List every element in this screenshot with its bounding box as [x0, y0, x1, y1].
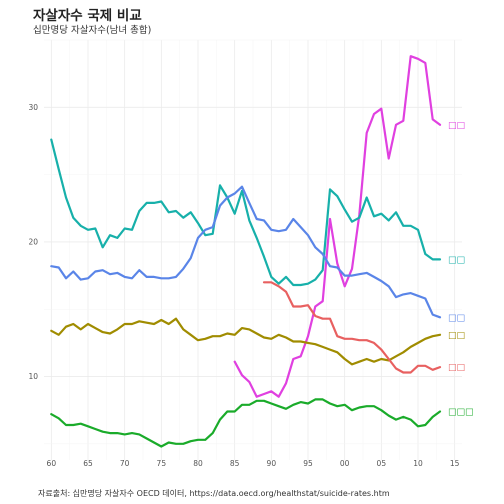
series-line-1	[233, 55, 442, 398]
series-line-4	[50, 317, 442, 366]
x-tick-label: 95	[303, 459, 313, 468]
series-end-label-2: □□	[448, 255, 465, 265]
series-end-label-1: □□	[448, 121, 465, 131]
x-tick-label: 70	[120, 459, 130, 468]
x-tick-label: 85	[230, 459, 240, 468]
chart-title: 자살자수 국제 비교	[33, 8, 142, 24]
y-tick-label: 30	[28, 103, 38, 112]
x-tick-label: 65	[83, 459, 93, 468]
series-line-6	[50, 398, 442, 448]
grid-lines	[44, 39, 462, 460]
series-end-label-5: □□	[448, 363, 465, 373]
series-end-label-3: □□	[448, 313, 465, 323]
series-line-5	[262, 281, 442, 374]
series-end-label-6: □□□	[448, 408, 474, 418]
x-tick-label: 80	[193, 459, 203, 468]
x-axis-ticks: 60 65 70 75 80 85 90 95 00 05 10 15	[47, 459, 460, 468]
x-tick-label: 10	[413, 459, 423, 468]
series-line-2	[50, 138, 442, 287]
chart-subtitle: 십만명당 자살자수(남녀 총합)	[33, 25, 152, 36]
series-end-labels: □□□□□□□□□□□□□	[448, 121, 474, 418]
x-tick-label: 60	[47, 459, 57, 468]
x-tick-label: 15	[450, 459, 460, 468]
source-caption: 자료출처: 십만명당 자살자수 OECD 데이터, https://data.o…	[38, 489, 390, 498]
series-lines	[50, 55, 442, 448]
series-line-3	[50, 185, 442, 319]
y-axis-ticks: 10 20 30	[28, 103, 38, 381]
x-tick-label: 05	[377, 459, 387, 468]
x-tick-label: 75	[157, 459, 167, 468]
y-tick-label: 20	[28, 237, 38, 246]
x-tick-label: 90	[267, 459, 277, 468]
x-tick-label: 00	[340, 459, 350, 468]
y-tick-label: 10	[28, 372, 38, 381]
series-end-label-4: □□	[448, 331, 465, 341]
